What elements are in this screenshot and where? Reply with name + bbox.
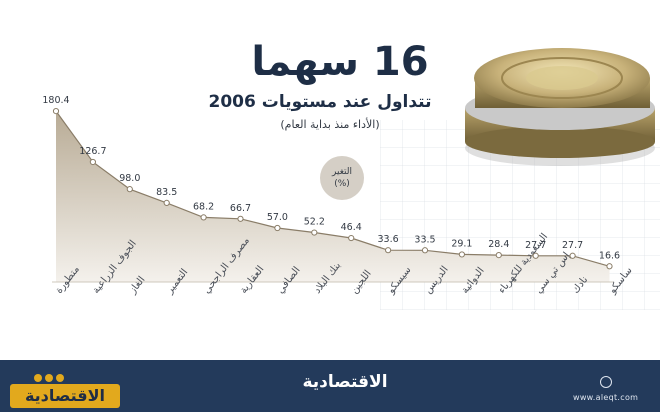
data-label: 33.5 [414,234,435,245]
footer-logo-left: الاقتصادية [10,384,120,408]
data-label: 29.1 [451,238,472,249]
data-point[interactable] [237,215,244,222]
twitter-icon[interactable] [34,374,42,382]
data-point[interactable] [532,252,539,259]
chart-note: (الأداء منذ بداية العام) [280,118,380,131]
data-label: 98.0 [119,173,140,184]
chart-subtitle: تتداول عند مستويات 2006 [208,92,432,112]
badge-label: التغير [332,167,352,177]
data-label: 33.6 [378,234,399,245]
data-point[interactable] [458,251,465,258]
data-label: 46.4 [341,222,362,233]
data-label: 126.7 [79,146,106,157]
data-label: 27.7 [525,240,546,251]
data-point[interactable] [163,199,170,206]
chart-title: 16 سهما [251,39,429,85]
data-point[interactable] [274,224,281,232]
data-label: 66.7 [230,203,251,214]
data-label: 180.4 [42,95,69,106]
data-point[interactable] [606,263,613,270]
data-point[interactable] [311,229,318,236]
data-point[interactable] [89,158,97,166]
data-label: 83.5 [156,187,177,198]
data-label: 68.2 [193,201,214,212]
x-tick-label: ساسكو [607,265,635,297]
data-point[interactable] [126,186,133,193]
coins-image [465,48,655,166]
data-point[interactable] [348,234,355,242]
series-line [55,110,610,267]
data-point[interactable] [385,247,392,254]
change-percent-badge: التغير (%) [320,156,364,200]
globe-icon [600,376,612,388]
instagram-icon[interactable] [56,374,64,382]
data-label: 27.7 [562,240,583,251]
social-icons [34,374,64,382]
facebook-icon[interactable] [45,374,53,382]
data-point[interactable] [421,247,429,254]
data-point[interactable] [52,107,60,115]
data-label: 28.4 [488,239,509,250]
data-label: 57.0 [267,212,288,223]
footer-url[interactable]: www.aleqt.com [573,393,639,402]
data-label: 16.6 [599,250,620,261]
badge-unit: (%) [334,179,350,189]
data-point[interactable] [495,251,502,259]
footer-logo-center: الاقتصادية [302,372,388,392]
series-area [56,111,610,282]
data-label: 52.2 [304,217,325,228]
data-point[interactable] [569,252,576,259]
data-point[interactable] [200,214,207,221]
